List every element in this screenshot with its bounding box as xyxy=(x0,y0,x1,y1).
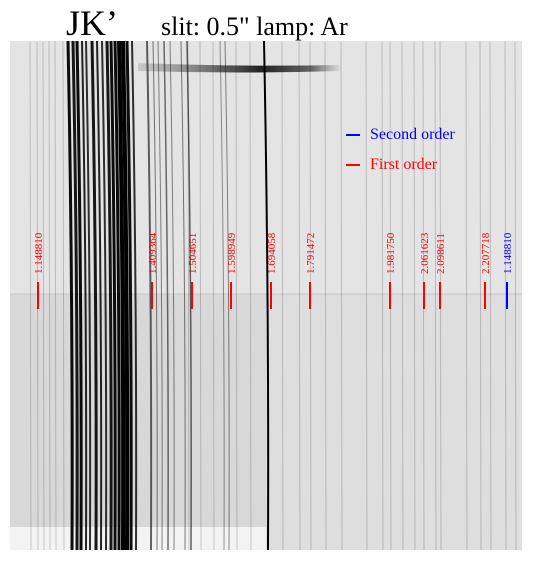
faint-emission-line xyxy=(199,41,202,550)
line-id-label: 1.694058 xyxy=(266,232,278,274)
bright-emission-line xyxy=(71,41,79,550)
legend-second-order-label: Second order xyxy=(370,126,455,143)
legend-second-order: Second order xyxy=(346,126,455,144)
faint-emission-line xyxy=(324,41,327,550)
bright-emission-line xyxy=(75,41,83,550)
faint-emission-line xyxy=(504,41,507,550)
line-id-label: 2.061623 xyxy=(419,232,431,274)
bright-emission-line xyxy=(101,41,108,550)
faint-emission-line xyxy=(298,41,301,550)
bright-emission-line xyxy=(90,41,98,550)
band-label: JK’ xyxy=(66,3,118,43)
faint-emission-line xyxy=(514,41,517,550)
bright-emission-line xyxy=(109,41,117,550)
bright-emission-line xyxy=(186,41,192,550)
bright-emission-line xyxy=(157,41,163,550)
emission-lines xyxy=(29,41,517,550)
line-id-label: 1.791472 xyxy=(305,233,317,274)
faint-emission-line xyxy=(489,41,492,550)
faint-emission-line xyxy=(29,41,32,550)
first-order-swatch xyxy=(346,164,360,167)
bright-emission-line xyxy=(219,41,225,550)
faint-emission-line xyxy=(212,41,215,550)
faint-emission-line xyxy=(42,41,45,550)
line-id-label: 1.981750 xyxy=(385,232,397,274)
detector-bottom-stripe xyxy=(10,527,266,550)
detector-streak xyxy=(138,63,343,73)
bright-emission-line xyxy=(96,41,103,550)
detector-lower-right-half xyxy=(266,294,522,550)
bright-emission-line xyxy=(163,41,169,550)
bright-emission-line xyxy=(117,41,126,550)
faint-emission-line xyxy=(465,41,468,550)
bright-emission-line xyxy=(146,41,153,550)
bright-emission-line xyxy=(125,41,133,550)
bright-emission-line xyxy=(263,41,270,550)
second-order-swatch xyxy=(346,134,360,137)
bright-emission-line xyxy=(180,41,186,550)
faint-emission-line xyxy=(281,41,284,550)
bright-emission-line xyxy=(169,41,175,550)
bright-emission-line xyxy=(85,41,92,550)
line-id-label: 1.504651 xyxy=(187,233,199,274)
faint-emission-line xyxy=(434,41,437,550)
faint-emission-line xyxy=(479,41,482,550)
bright-emission-line xyxy=(66,41,74,550)
faint-emission-line xyxy=(54,41,57,550)
line-id-label: 1.148810 xyxy=(502,232,514,274)
legend-first-order-label: First order xyxy=(370,156,438,173)
faint-emission-line xyxy=(413,41,416,550)
legend-first-order: First order xyxy=(346,156,437,174)
faint-emission-line xyxy=(340,41,343,550)
faint-emission-line xyxy=(235,41,238,550)
bright-emission-line xyxy=(105,41,113,550)
bright-emission-line xyxy=(113,41,121,550)
faint-emission-line xyxy=(62,41,65,550)
faint-emission-line xyxy=(381,41,384,550)
line-id-label: 1.598949 xyxy=(226,232,238,274)
line-id-label: 2.098611 xyxy=(435,233,447,274)
bright-emission-line xyxy=(224,41,230,550)
line-id-label: 1.409364 xyxy=(147,232,159,274)
bright-emission-line xyxy=(131,41,138,550)
bright-emission-line xyxy=(121,41,130,550)
line-id-label: 1.148810 xyxy=(33,232,45,274)
bright-emission-line xyxy=(152,41,158,550)
bright-emission-line xyxy=(81,41,88,550)
line-id-label: 2.207718 xyxy=(480,232,492,274)
faint-emission-line xyxy=(249,41,252,550)
slit-lamp-label: slit: 0.5" lamp: Ar xyxy=(161,12,348,41)
faint-emission-line xyxy=(401,41,404,550)
spectral-image: 1.148810 1.409364 1.504651 1.598949 1.694058… xyxy=(10,41,522,550)
faint-emission-line xyxy=(48,41,51,550)
figure-title: JK’ slit: 0.5" lamp: Ar xyxy=(66,0,526,43)
faint-emission-line xyxy=(365,41,368,550)
line-identifications: 1.148810 1.409364 1.504651 1.598949 1.694058… xyxy=(33,232,514,309)
